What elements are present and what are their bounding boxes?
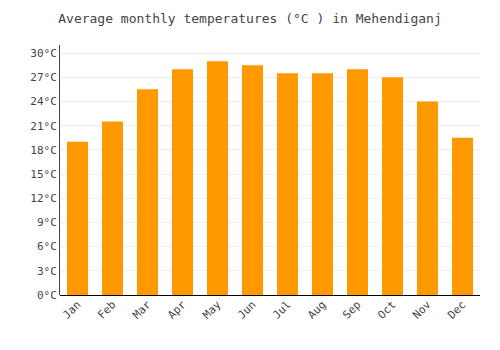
svg-text:30°C: 30°C	[30, 47, 57, 60]
svg-text:6°C: 6°C	[37, 240, 57, 253]
svg-text:Apr: Apr	[165, 298, 189, 322]
svg-text:Feb: Feb	[95, 298, 118, 321]
svg-text:Mar: Mar	[130, 298, 154, 322]
svg-text:12°C: 12°C	[30, 192, 57, 205]
svg-text:15°C: 15°C	[30, 168, 57, 181]
svg-text:Nov: Nov	[410, 298, 434, 322]
svg-text:24°C: 24°C	[30, 95, 57, 108]
svg-text:Jan: Jan	[60, 298, 83, 321]
svg-text:18°C: 18°C	[30, 144, 57, 157]
svg-text:21°C: 21°C	[30, 120, 57, 133]
svg-text:Average monthly temperatures (: Average monthly temperatures (°C ) in Me…	[58, 11, 442, 26]
svg-text:Dec: Dec	[445, 298, 468, 321]
svg-text:3°C: 3°C	[37, 265, 57, 278]
svg-text:0°C: 0°C	[37, 289, 57, 302]
svg-text:May: May	[200, 298, 224, 322]
svg-text:Jun: Jun	[235, 298, 258, 321]
svg-text:Oct: Oct	[375, 298, 398, 321]
svg-text:Jul: Jul	[270, 298, 293, 321]
svg-text:27°C: 27°C	[30, 71, 57, 84]
svg-text:9°C: 9°C	[37, 216, 57, 229]
svg-text:Aug: Aug	[305, 298, 328, 321]
svg-text:Sep: Sep	[340, 298, 363, 321]
